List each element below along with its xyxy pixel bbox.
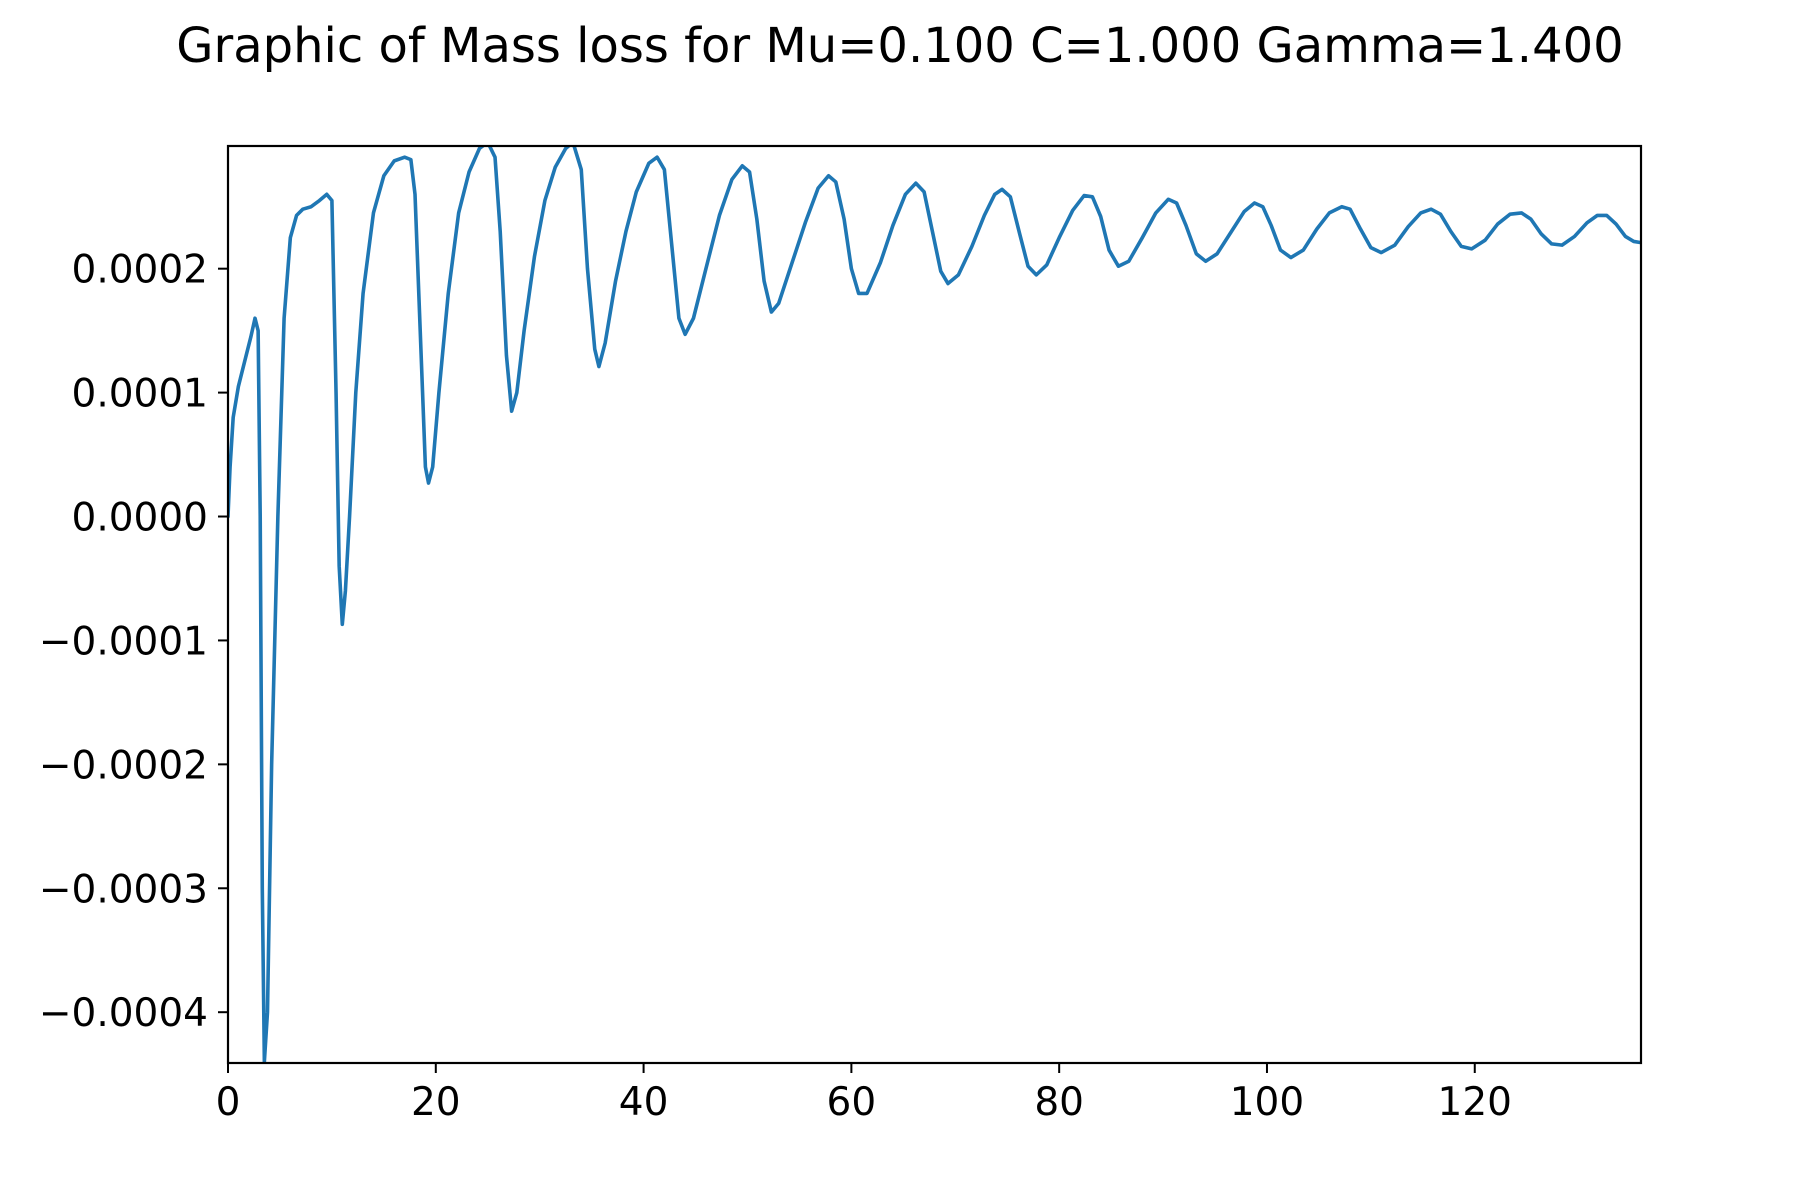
x-tick-label: 60: [827, 1080, 877, 1125]
plot-frame: [226, 144, 1643, 1065]
y-tick-label: 0.0001: [72, 372, 208, 417]
series-line-0: [228, 146, 1641, 1063]
x-tick-label: 120: [1438, 1080, 1512, 1125]
x-tick-label: 40: [619, 1080, 669, 1125]
y-tick-label: −0.0004: [39, 991, 208, 1036]
y-axis: 0.0002 0.0001 0.0000 −0.0001 −0.0002 −0.0003 −…: [39, 248, 228, 1036]
x-tick-label: 0: [216, 1080, 241, 1125]
y-tick-label: 0.0000: [72, 496, 208, 541]
y-tick-label: −0.0002: [39, 743, 208, 788]
x-tick-label: 80: [1034, 1080, 1084, 1125]
x-tick-label: 20: [411, 1080, 461, 1125]
y-tick-label: −0.0001: [39, 619, 208, 664]
y-tick-label: −0.0003: [39, 867, 208, 912]
chart-title: Graphic of Mass loss for Mu=0.100 C=1.00…: [176, 18, 1623, 74]
x-axis: 0 20 40 60 80 100 120: [216, 1063, 1512, 1125]
y-tick-label: 0.0002: [72, 248, 208, 293]
series-layer: [228, 146, 1641, 1063]
x-tick-label: 100: [1230, 1080, 1304, 1125]
